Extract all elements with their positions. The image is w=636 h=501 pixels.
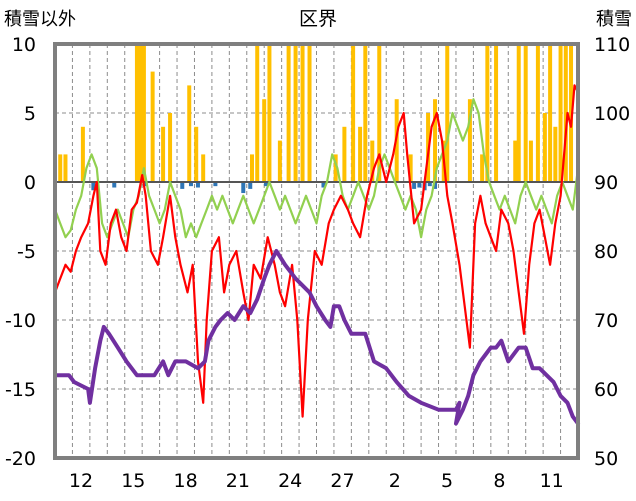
- temperature_max-line: [53, 84, 580, 418]
- precip-bar: [161, 126, 166, 182]
- x-tick-label: 15: [121, 470, 145, 492]
- right-tick-label: 80: [594, 241, 618, 263]
- x-tick-label: 8: [493, 470, 505, 492]
- precip-bar: [201, 154, 206, 182]
- left-axis-label: 積雪以外: [4, 9, 76, 30]
- negative-bar: [91, 182, 96, 191]
- precip-bar: [249, 154, 254, 182]
- precip-bar: [408, 154, 413, 182]
- precip-bar: [485, 44, 490, 182]
- precip-bar: [528, 140, 533, 182]
- right-tick-label: 90: [594, 172, 618, 194]
- precip-bar: [535, 44, 540, 182]
- right-axis-tick-labels: 110 100 90 80 70 60 50: [594, 34, 630, 470]
- x-axis-tick-labels: 12 15 18 21 24 27 2 5 8 11: [69, 470, 564, 492]
- x-tick-label: 12: [69, 470, 93, 492]
- precip-bar: [370, 140, 375, 182]
- negative-bar: [412, 182, 417, 189]
- line-series: [53, 84, 580, 426]
- left-tick-label: 0: [24, 172, 36, 194]
- right-axis-label: 積雪: [596, 9, 632, 30]
- precip-bar: [467, 99, 472, 182]
- precip-bar: [542, 113, 547, 182]
- negative-bar-series: [91, 182, 438, 194]
- x-tick-label: 11: [540, 470, 564, 492]
- left-tick-label: -20: [5, 448, 36, 470]
- left-tick-label: -15: [5, 379, 36, 401]
- precip-bar: [150, 71, 155, 182]
- right-tick-label: 70: [594, 310, 618, 332]
- precip-bar: [553, 126, 558, 182]
- negative-bar: [263, 182, 268, 187]
- precip-bar: [351, 44, 356, 182]
- precip-bar: [558, 44, 563, 182]
- precip-bar: [63, 154, 68, 182]
- precip-bar: [80, 126, 85, 182]
- precip-bar: [548, 44, 553, 182]
- precip-bar: [523, 44, 528, 182]
- negative-bar: [213, 182, 218, 187]
- x-tick-label: 21: [226, 470, 250, 492]
- negative-bar: [241, 182, 246, 194]
- right-tick-label: 100: [594, 103, 630, 125]
- x-tick-label: 27: [330, 470, 354, 492]
- negative-bar: [188, 182, 193, 187]
- plot-frame: [53, 42, 580, 460]
- precip-bar: [255, 44, 260, 182]
- right-tick-label: 50: [594, 448, 618, 470]
- negative-bar: [417, 182, 422, 188]
- left-axis-tick-labels: 10 5 0 -5 -10 -15 -20: [5, 34, 36, 470]
- negative-bar: [321, 182, 326, 188]
- x-tick-label: 5: [441, 470, 453, 492]
- precip-bar: [58, 154, 63, 182]
- negative-bar: [112, 182, 117, 188]
- precip-bar: [187, 85, 192, 182]
- precip-bar: [134, 44, 139, 182]
- precip-bar: [267, 44, 272, 182]
- precip-bar: [141, 44, 146, 182]
- negative-bar: [248, 182, 253, 189]
- right-tick-label: 60: [594, 379, 618, 401]
- precipitation-bar-series: [58, 44, 574, 182]
- snow_depth-line: [53, 249, 580, 426]
- precip-bar: [513, 140, 518, 182]
- x-tick-label: 2: [389, 470, 401, 492]
- right-tick-label: 110: [594, 34, 630, 56]
- precip-bar: [333, 154, 338, 182]
- precip-bar: [342, 126, 347, 182]
- precip-bar: [358, 126, 363, 182]
- left-tick-label: -10: [5, 310, 36, 332]
- left-tick-label: 10: [12, 34, 36, 56]
- chart-title: 区界: [299, 8, 337, 30]
- precip-bar: [563, 44, 568, 182]
- negative-bar: [427, 182, 432, 187]
- x-tick-label: 24: [278, 470, 302, 492]
- precip-bar: [293, 44, 298, 182]
- precip-bar: [168, 113, 173, 182]
- precip-bar: [194, 126, 199, 182]
- precip-bar: [569, 44, 574, 182]
- precip-bar: [445, 44, 450, 182]
- precip-bar: [262, 99, 267, 182]
- negative-bar: [195, 182, 200, 188]
- precip-bar: [377, 44, 382, 182]
- precip-bar: [516, 44, 521, 182]
- negative-bar: [433, 182, 438, 189]
- precip-bar: [138, 44, 143, 182]
- precip-bar: [363, 44, 368, 182]
- precip-bar: [494, 44, 499, 182]
- left-tick-label: 5: [24, 103, 36, 125]
- precip-bar: [286, 44, 291, 182]
- precip-bar: [300, 44, 305, 182]
- negative-bar: [180, 182, 185, 189]
- precip-bar: [277, 140, 282, 182]
- negative-bar: [143, 182, 148, 187]
- left-tick-label: -5: [17, 241, 36, 263]
- precip-bar: [480, 154, 485, 182]
- x-tick-label: 18: [174, 470, 198, 492]
- precip-bar: [433, 99, 438, 182]
- precip-bar: [307, 44, 312, 182]
